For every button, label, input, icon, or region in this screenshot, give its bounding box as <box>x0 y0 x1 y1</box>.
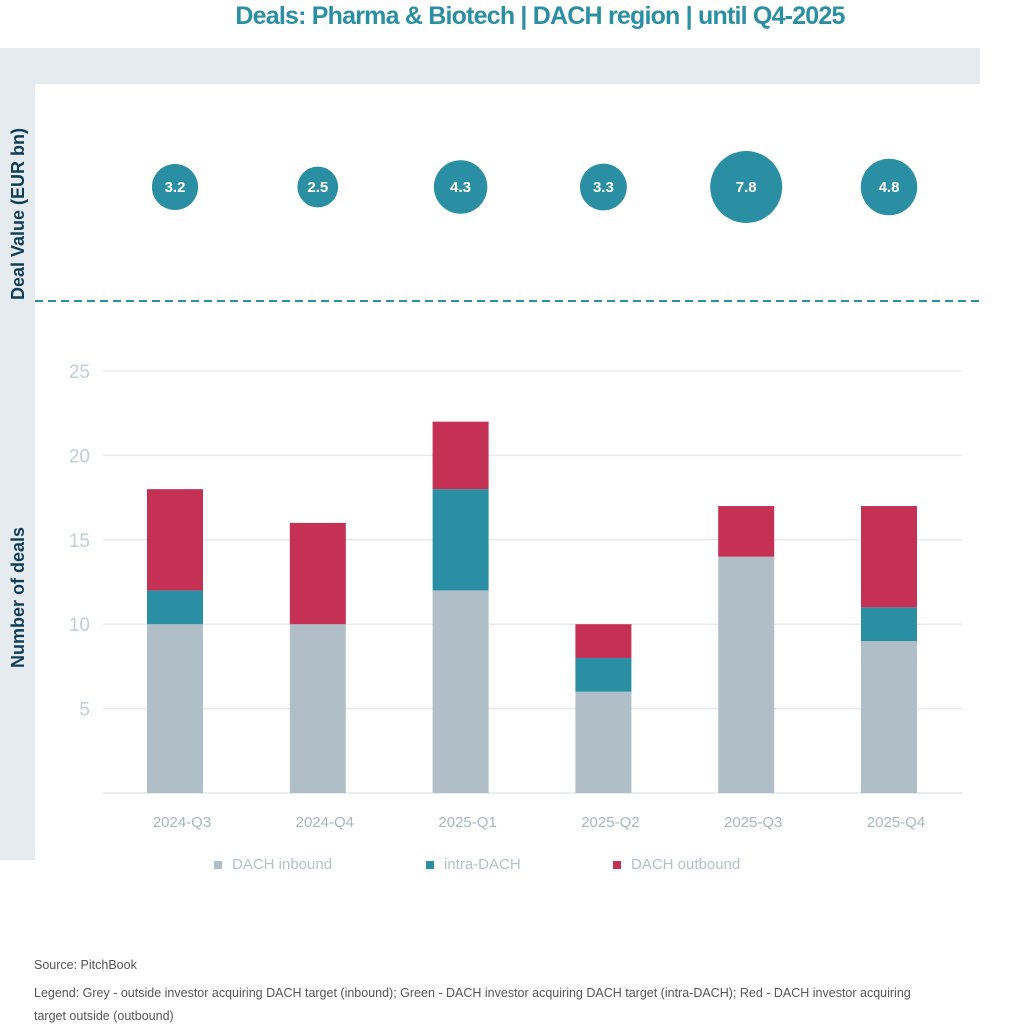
bar-segment-dach-inbound <box>289 624 346 793</box>
bar-segment-dach-outbound <box>718 506 775 557</box>
legend-label: intra-DACH <box>444 856 521 873</box>
y-tick-label: 5 <box>79 700 90 721</box>
legend-note: Legend: Grey - outside investor acquirin… <box>34 986 911 1023</box>
bubble-value-label: 4.8 <box>879 179 900 196</box>
legend-label: DACH outbound <box>631 856 741 873</box>
bar-segment-dach-outbound <box>432 421 489 490</box>
bar-segment-dach-inbound <box>861 641 917 793</box>
header-band <box>0 48 980 84</box>
deal-value-bubble <box>579 163 627 211</box>
bubble-value-label: 3.2 <box>165 179 186 196</box>
x-tick-label: 2025-Q3 <box>724 814 782 831</box>
legend-item-outbound: DACH outbound <box>613 856 740 873</box>
bar-segment-dach-outbound <box>861 506 917 608</box>
bar-segment-dach-inbound <box>147 624 203 793</box>
legend-label: DACH inbound <box>232 856 333 873</box>
bar-segment-intra-dach <box>575 657 632 692</box>
deal-value-bubble <box>151 163 199 211</box>
y-tick-label: 10 <box>69 615 90 636</box>
legend: DACH inbound intra-DACH DACH outbound <box>0 856 1024 878</box>
x-tick-label: 2025-Q1 <box>438 814 496 831</box>
legend-item-intra: intra-DACH <box>426 856 521 873</box>
bar-segment-dach-inbound <box>575 691 632 793</box>
x-tick-label: 2024-Q3 <box>153 814 211 831</box>
deal-value-bubble <box>710 151 783 223</box>
gridlines: 5 10 15 20 25 <box>69 362 962 794</box>
y-tick-label: 20 <box>69 446 90 467</box>
bubble-value-label: 2.5 <box>307 179 328 196</box>
bar-segment-dach-inbound <box>718 556 775 793</box>
source-note: Source: PitchBook <box>34 958 137 972</box>
x-tick-label: 2025-Q2 <box>581 814 639 831</box>
legend-item-inbound: DACH inbound <box>214 856 332 873</box>
x-tick-label: 2025-Q4 <box>867 814 925 831</box>
bar-segment-dach-inbound <box>432 590 489 793</box>
legend-swatch-intra <box>426 860 434 869</box>
bar-segment-dach-outbound <box>289 522 346 625</box>
bubble-value-label: 3.3 <box>593 179 614 196</box>
bar-segment-intra-dach <box>861 607 917 642</box>
legend-swatch-inbound <box>214 860 222 869</box>
y-tick-label: 25 <box>69 362 90 383</box>
bubble-layer: 3.2 2.5 4.3 3.3 7.8 4.8 <box>151 151 918 223</box>
bar-segment-dach-outbound <box>147 489 203 591</box>
bubble-value-label: 4.3 <box>450 179 471 196</box>
deal-value-bubble <box>433 160 488 214</box>
legend-swatch-outbound <box>613 860 621 869</box>
deal-value-bubble <box>297 166 339 208</box>
bar-layer <box>147 421 917 793</box>
bar-segment-intra-dach <box>432 489 489 591</box>
bar-segment-dach-outbound <box>575 624 632 658</box>
bubble-value-label: 7.8 <box>736 179 757 196</box>
y-tick-label: 15 <box>69 531 90 552</box>
x-tick-labels: 2024-Q3 2024-Q4 2025-Q1 2025-Q2 2025-Q3 2025-… <box>153 814 925 831</box>
chart-title: Deals: Pharma & Biotech | DACH region | … <box>235 2 845 30</box>
deal-value-bubble <box>860 158 918 216</box>
side-band <box>0 84 35 860</box>
bar-segment-intra-dach <box>147 590 203 625</box>
x-tick-label: 2024-Q4 <box>296 814 354 831</box>
